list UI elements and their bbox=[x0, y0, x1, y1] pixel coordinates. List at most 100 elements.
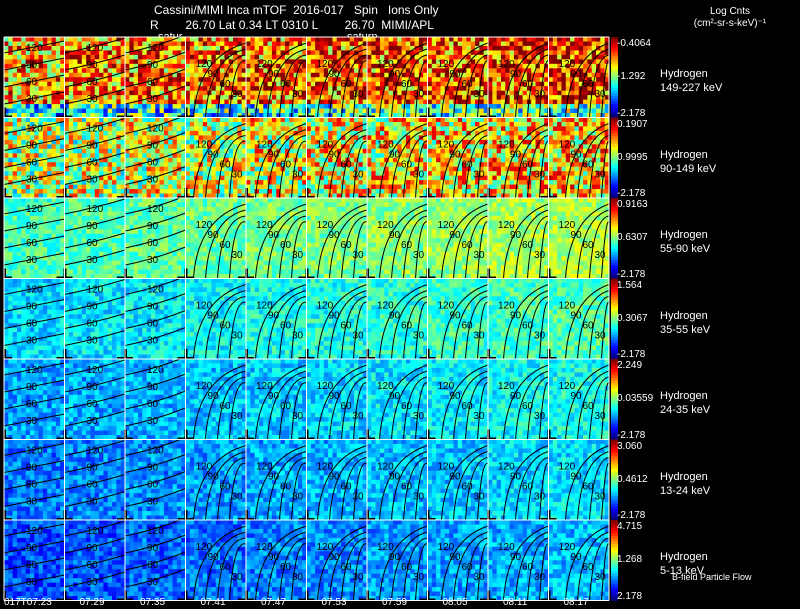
contour-label: 120 bbox=[377, 220, 394, 231]
title-line-2: R 26.70 Lat 0.34 LT 0310 L 26.70 MIMI/AP… bbox=[150, 18, 434, 32]
contour-label: 90 bbox=[208, 150, 220, 161]
contour-label: 60 bbox=[522, 562, 534, 573]
contour-label: 30 bbox=[413, 250, 425, 261]
contour-label: 120 bbox=[377, 381, 394, 392]
contour-label: 60 bbox=[401, 482, 413, 493]
contour-label: 90 bbox=[26, 302, 38, 313]
contour-label: 60 bbox=[147, 77, 159, 88]
contour-label: 90 bbox=[571, 230, 583, 241]
time-tick-label: 07:53 bbox=[321, 597, 347, 608]
contour-label: 120 bbox=[196, 220, 213, 231]
contour-label: 120 bbox=[87, 43, 104, 54]
contour-label: 60 bbox=[220, 482, 232, 493]
contour-label: 30 bbox=[595, 411, 607, 422]
colorbar-min-label: -2.178 bbox=[617, 268, 646, 280]
contour-label: 120 bbox=[498, 462, 515, 473]
contour-label: 90 bbox=[510, 230, 522, 241]
contour-label: 120 bbox=[317, 220, 334, 231]
contour-label: 30 bbox=[413, 411, 425, 422]
colorbar-max-label: 2.249 bbox=[617, 360, 643, 371]
contour-label: 90 bbox=[87, 463, 99, 474]
contour-label: 120 bbox=[498, 542, 515, 553]
contour-label: 60 bbox=[220, 562, 232, 573]
colorbar-mid-label: 0.3067 bbox=[617, 312, 648, 324]
contour-label: 120 bbox=[438, 301, 455, 312]
contour-label: 120 bbox=[559, 59, 576, 70]
contour-label: 120 bbox=[498, 220, 515, 231]
contour-label: 120 bbox=[559, 542, 576, 553]
contour-label: 120 bbox=[26, 204, 43, 215]
contour-label: 30 bbox=[232, 250, 244, 261]
colorbar-max-label: 0.9163 bbox=[617, 199, 648, 210]
contour-label: 90 bbox=[147, 302, 159, 313]
contour-label: 30 bbox=[26, 94, 38, 105]
contour-label: 60 bbox=[522, 160, 534, 171]
contour-label: 30 bbox=[147, 94, 159, 105]
contour-label: 30 bbox=[353, 331, 365, 342]
contour-label: 60 bbox=[401, 79, 413, 90]
contour-label: 60 bbox=[220, 79, 232, 90]
heatmap-panel-r2-c1: 120 90 60 30 bbox=[56, 198, 126, 281]
contour-label: 120 bbox=[438, 220, 455, 231]
time-tick-label: 07:29 bbox=[79, 597, 105, 608]
contour-label: 90 bbox=[450, 552, 462, 563]
contour-label: 60 bbox=[220, 321, 232, 332]
contour-label: 60 bbox=[462, 79, 474, 90]
contour-label: 60 bbox=[280, 321, 292, 332]
contour-label: 60 bbox=[87, 399, 99, 410]
contour-label: 30 bbox=[595, 572, 607, 583]
contour-label: 30 bbox=[292, 572, 304, 583]
heatmap-panel-r1-c1: 120 90 60 30 bbox=[56, 117, 126, 200]
colorbar-min-label: -2.178 bbox=[617, 429, 646, 441]
contour-label: 90 bbox=[571, 552, 583, 563]
contour-label: 60 bbox=[522, 79, 534, 90]
contour-label: 90 bbox=[87, 302, 99, 313]
row-species-label: Hydrogen bbox=[660, 68, 708, 80]
row-energy-label: 13-24 keV bbox=[660, 484, 711, 497]
contour-label: 30 bbox=[147, 255, 159, 266]
heatmap-panel-r3-c2: 120 90 60 30 bbox=[117, 276, 186, 361]
contour-label: 60 bbox=[583, 160, 595, 171]
heatmap-panel-r2-c0: 120 90 60 30 bbox=[0, 198, 65, 281]
contour-label: 90 bbox=[329, 230, 341, 241]
contour-label: 60 bbox=[401, 240, 413, 251]
contour-label: 60 bbox=[147, 319, 159, 330]
contour-label: 60 bbox=[462, 160, 474, 171]
contour-label: 30 bbox=[413, 331, 425, 342]
contour-label: 90 bbox=[450, 472, 462, 483]
heatmap-panel-r2-c2: 120 90 60 30 bbox=[117, 195, 186, 281]
contour-label: 90 bbox=[208, 230, 220, 241]
contour-label: 60 bbox=[220, 160, 232, 171]
contour-label: 120 bbox=[317, 301, 334, 312]
colorbar-r6 bbox=[611, 520, 618, 601]
contour-label: 60 bbox=[341, 79, 353, 90]
contour-label: 60 bbox=[522, 240, 534, 251]
contour-label: 120 bbox=[87, 285, 104, 296]
row-species-label: Hydrogen bbox=[660, 390, 708, 402]
contour-label: 60 bbox=[583, 240, 595, 251]
contour-label: 30 bbox=[87, 175, 99, 186]
contour-label: 30 bbox=[534, 250, 546, 261]
contour-label: 90 bbox=[208, 472, 220, 483]
contour-label: 120 bbox=[559, 381, 576, 392]
contour-label: 120 bbox=[498, 301, 515, 312]
colorbar-r0 bbox=[611, 37, 618, 118]
contour-label: 30 bbox=[534, 170, 546, 181]
contour-label: 120 bbox=[498, 381, 515, 392]
contour-label: 60 bbox=[462, 482, 474, 493]
contour-label: 90 bbox=[87, 382, 99, 393]
row-species-label: Hydrogen bbox=[660, 229, 708, 241]
contour-label: 120 bbox=[438, 542, 455, 553]
